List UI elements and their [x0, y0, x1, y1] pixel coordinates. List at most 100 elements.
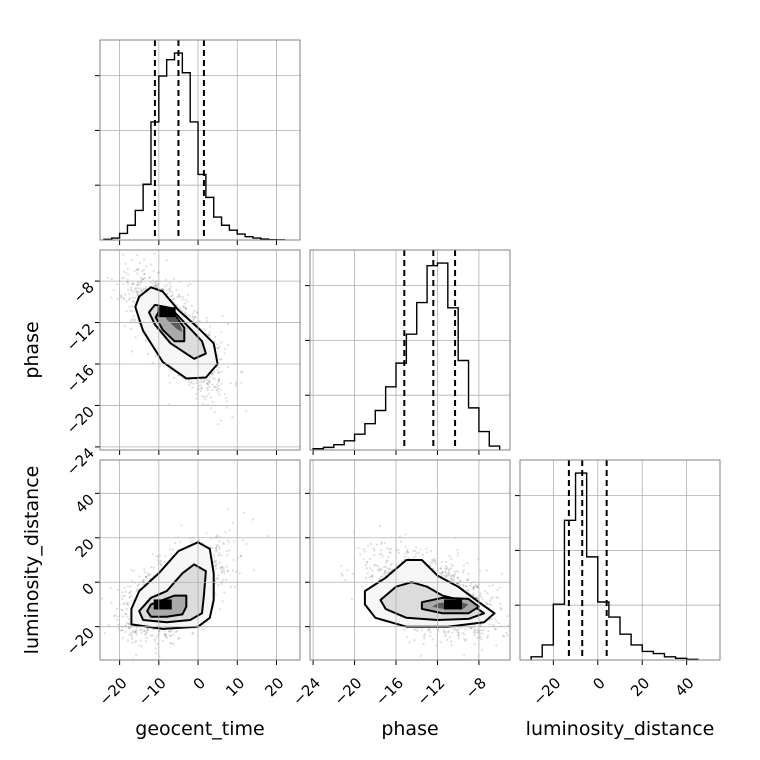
sample-point	[130, 633, 133, 636]
sample-point	[422, 643, 425, 646]
sample-point	[110, 601, 113, 604]
sample-point	[129, 288, 133, 291]
sample-point	[124, 630, 127, 634]
sample-point	[378, 577, 381, 581]
sample-point	[164, 555, 167, 558]
sample-point	[429, 630, 433, 634]
sample-point	[152, 270, 155, 273]
sample-point	[366, 544, 370, 547]
sample-point	[222, 543, 225, 546]
sample-point	[215, 559, 218, 563]
sample-point	[484, 590, 487, 593]
sample-point	[166, 293, 169, 296]
sample-point	[134, 630, 137, 634]
sample-point	[364, 564, 368, 567]
sample-point	[220, 571, 223, 574]
sample-point	[467, 572, 470, 575]
sample-point	[149, 573, 152, 576]
sample-point	[385, 561, 388, 564]
sample-point	[164, 634, 167, 638]
sample-point	[371, 569, 374, 572]
sample-point	[216, 383, 219, 386]
sample-point	[144, 633, 147, 636]
sample-point	[165, 259, 168, 262]
sample-point	[177, 294, 180, 297]
sample-point	[432, 567, 435, 570]
sample-point	[469, 584, 472, 588]
sample-point	[217, 390, 220, 393]
sample-point	[189, 537, 192, 540]
sample-point	[238, 572, 241, 575]
sample-point	[214, 385, 217, 389]
sample-point	[120, 629, 123, 632]
sample-point	[453, 628, 456, 631]
sample-point	[126, 639, 129, 642]
sample-point	[463, 639, 466, 642]
sample-point	[199, 387, 202, 390]
sample-point	[490, 597, 493, 600]
sample-point	[474, 628, 477, 631]
sample-point	[455, 569, 458, 572]
sample-point	[134, 296, 137, 299]
sample-point	[474, 584, 477, 587]
sample-point	[387, 556, 390, 559]
sample-point	[87, 226, 89, 228]
sample-point	[183, 311, 187, 314]
sample-point	[189, 282, 192, 285]
sample-point	[469, 626, 472, 630]
sample-point	[101, 597, 104, 600]
sample-point	[371, 573, 374, 577]
sample-point	[228, 549, 231, 552]
sample-point	[503, 635, 506, 638]
sample-point	[412, 557, 415, 560]
sample-point	[123, 324, 126, 328]
sample-point	[218, 547, 221, 550]
sample-point	[226, 569, 229, 572]
sample-point	[122, 270, 125, 273]
sample-point	[212, 556, 216, 559]
sample-point	[130, 318, 133, 321]
sample-point	[130, 310, 133, 313]
sample-point	[430, 561, 433, 564]
sample-point	[208, 380, 211, 383]
sample-point	[446, 631, 449, 634]
sample-point	[195, 378, 198, 381]
sample-point	[213, 371, 216, 374]
sample-point	[464, 584, 467, 587]
sample-point	[116, 615, 119, 618]
sample-point	[450, 557, 453, 560]
sample-point	[164, 633, 167, 636]
sample-point	[123, 602, 126, 605]
sample-point	[208, 331, 211, 334]
scatter-panel-frame	[309, 459, 511, 661]
sample-point	[168, 381, 171, 384]
sample-point	[126, 621, 129, 625]
sample-point	[217, 423, 220, 426]
sample-point	[134, 629, 137, 633]
sample-point	[213, 564, 216, 567]
sample-point	[128, 626, 131, 630]
sample-point	[134, 336, 137, 339]
sample-point	[215, 567, 218, 571]
y-axis-label: luminosity_distance	[21, 466, 43, 655]
sample-point	[122, 298, 125, 301]
sample-point	[167, 288, 170, 291]
sample-point	[446, 638, 449, 642]
sample-point	[149, 263, 152, 266]
sample-point	[439, 573, 442, 576]
sample-point	[191, 632, 194, 635]
sample-point	[160, 288, 163, 291]
sample-point	[380, 541, 383, 544]
sample-point	[479, 592, 482, 595]
histogram-geocent_time	[103, 52, 286, 241]
sample-point	[168, 634, 171, 637]
sample-point	[109, 587, 112, 590]
sample-point	[132, 300, 135, 303]
sample-point	[215, 386, 218, 389]
sample-point	[398, 551, 401, 555]
sample-point	[448, 554, 451, 558]
sample-point	[369, 542, 372, 546]
sample-point	[453, 579, 456, 582]
sample-point	[170, 642, 173, 645]
sample-point	[190, 380, 193, 383]
